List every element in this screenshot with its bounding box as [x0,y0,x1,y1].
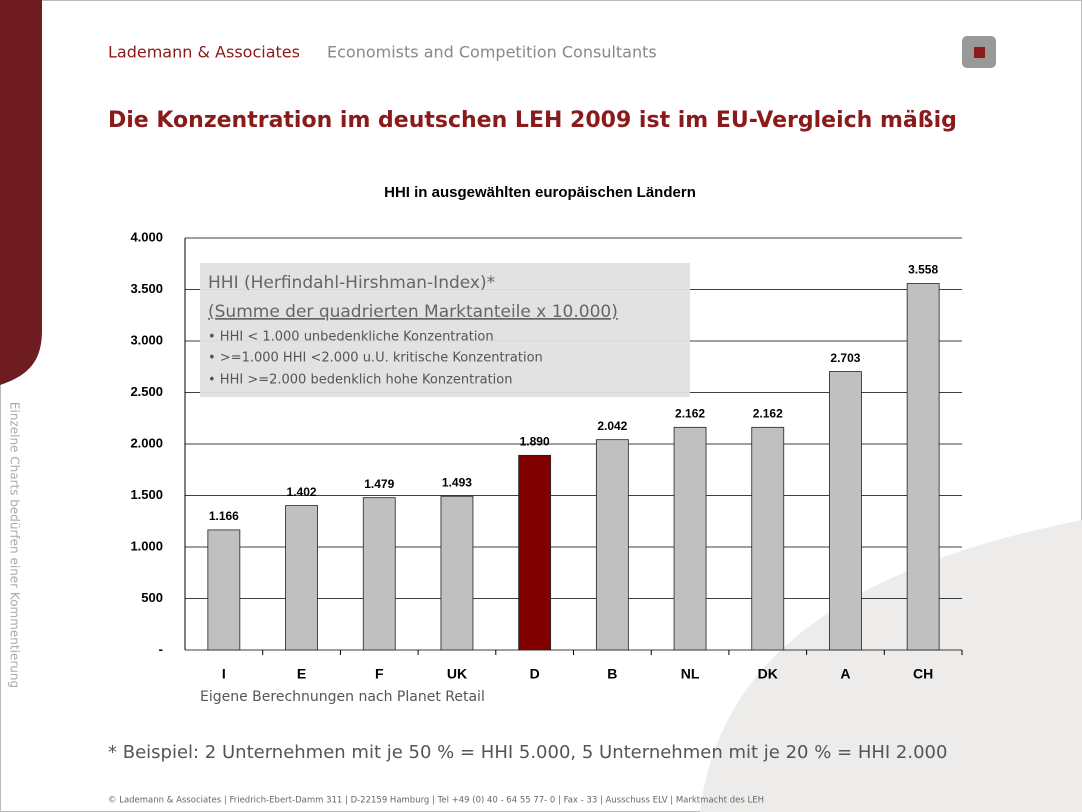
chart-title: HHI in ausgewählten europäischen Ländern [384,184,696,201]
x-tick-label: NL [681,666,700,682]
x-tick-label: E [297,666,306,682]
y-tick-label: 1.000 [130,538,163,553]
tagline: Economists and Competition Consultants [327,43,657,62]
y-tick-label: - [159,641,163,656]
bar [906,283,940,651]
y-tick-label: 1.500 [130,487,163,502]
value-label: 2.703 [830,351,860,365]
value-label: 2.162 [753,406,783,420]
y-tick-label: 2.000 [130,435,163,450]
x-tick-label: D [530,666,540,682]
side-note: Einzelne Charts bedürfen einer Kommentie… [8,402,22,688]
bar [207,529,241,651]
y-tick-label: 3.500 [130,281,163,296]
bar [595,439,629,651]
y-tick-label: 2.500 [130,384,163,399]
value-label: 3.558 [908,263,938,277]
x-tick-label: UK [447,666,467,682]
y-tick-label: 500 [141,590,163,605]
info-item: • >=1.000 HHI <2.000 u.U. kritische Konz… [208,351,543,366]
value-label: 1.493 [442,475,472,489]
bar [440,495,474,651]
y-tick-label: 3.000 [130,332,163,347]
value-label: 1.402 [287,485,317,499]
info-box [200,263,690,397]
value-label: 1.890 [520,435,550,449]
bar [518,454,552,651]
value-label: 2.162 [675,406,705,420]
value-label: 2.042 [597,419,627,433]
x-tick-label: F [375,666,384,682]
footer: © Lademann & Associates | Friedrich-Eber… [108,796,764,806]
info-item: • HHI >=2.000 bedenklich hohe Konzentrat… [208,373,512,388]
logo-mark [974,47,985,58]
footnote: * Beispiel: 2 Unternehmen mit je 50 % = … [108,742,947,763]
value-label: 1.479 [364,477,394,491]
source: Eigene Berechnungen nach Planet Retail [200,689,485,705]
bar [285,505,318,651]
x-tick-label: B [607,666,617,682]
bar [751,426,785,651]
x-tick-label: CH [913,666,933,682]
side-band [0,0,42,385]
bar [362,497,396,651]
slide-title: Die Konzentration im deutschen LEH 2009 … [108,108,957,133]
decor-shape [700,520,1082,812]
info-subheading: (Summe der quadrierten Marktanteile x 10… [208,302,618,322]
x-tick-label: DK [758,666,778,682]
bar [673,426,707,651]
info-item: • HHI < 1.000 unbedenkliche Konzentratio… [208,330,494,345]
x-tick-label: I [222,666,226,682]
x-tick-label: A [840,666,850,682]
info-heading: HHI (Herfindahl-Hirshman-Index)* [208,273,495,293]
y-tick-label: 4.000 [130,229,163,244]
bar [829,371,862,651]
plot: - 500 1.000 1.500 2.000 2.500 3.000 3.500 4.000 1… [130,229,963,682]
value-label: 1.166 [209,509,239,523]
company: Lademann & Associates [108,43,300,62]
